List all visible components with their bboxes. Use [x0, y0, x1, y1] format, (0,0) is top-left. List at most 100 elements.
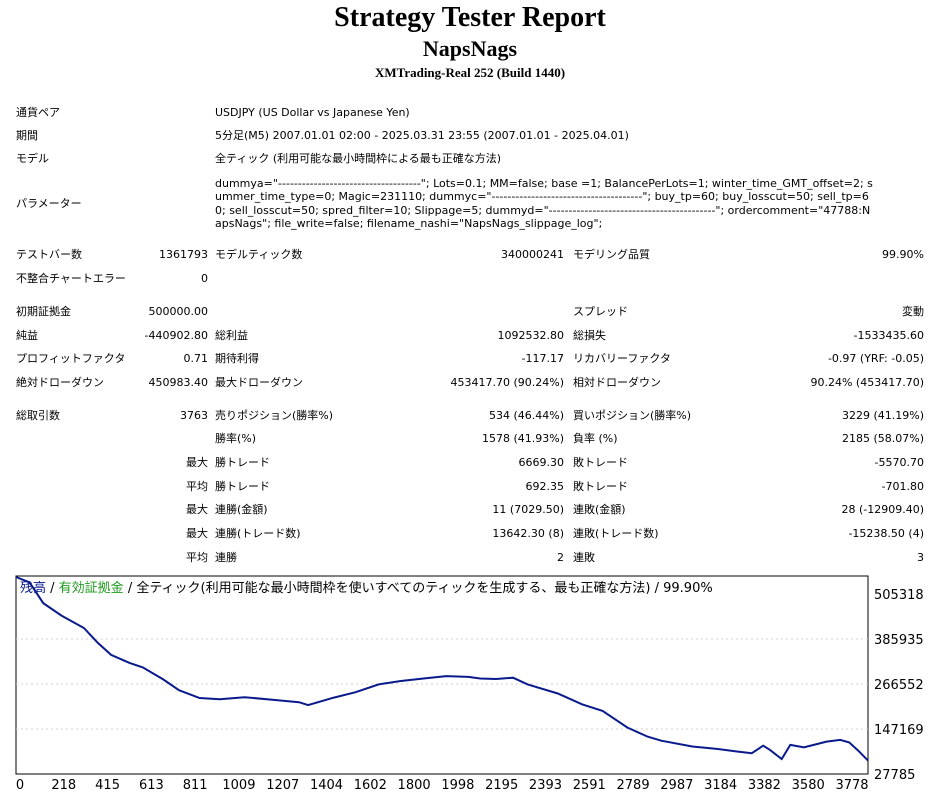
trades-label: 総取引数 [16, 409, 60, 422]
x-tick-label: 1998 [441, 778, 474, 793]
trades-value: 3763 [180, 409, 208, 422]
x-tick-label: 3778 [835, 778, 868, 793]
max-label-2: 最大 [186, 503, 208, 516]
gross-loss-value: -1533435.60 [853, 329, 924, 342]
x-axis-labels: 0 218 415 613 811 1009 1207 1404 1602 1800 1998 219… [16, 778, 869, 793]
consec-profit-value: 13642.30 (8) [492, 527, 564, 540]
quality-label: モデリング品質 [573, 248, 650, 261]
ticks-value: 340000241 [501, 248, 564, 261]
x-tick-label: 811 [183, 778, 208, 793]
consec-losses-money-value: 28 (-12909.40) [841, 503, 924, 516]
payoff-value: -117.17 [521, 352, 564, 365]
y-tick-label: 147169 [874, 723, 924, 738]
gross-loss-label: 総損失 [573, 329, 606, 342]
long-label: 買いポジション(勝率%) [573, 409, 692, 422]
abs-dd-value: 450983.40 [148, 376, 209, 389]
payoff-label: 期待利得 [215, 352, 259, 365]
pf-value: 0.71 [183, 352, 209, 365]
x-tick-label: 2393 [529, 778, 562, 793]
server-build: XMTrading-Real 252 (Build 1440) [374, 65, 566, 80]
net-label: 純益 [16, 329, 38, 342]
legend-rest: / 全ティック(利用可能な最小時間枠を使いすべてのティックを生成する、最も正確な… [124, 580, 713, 596]
legend-balance: 残高 [20, 580, 46, 596]
params-label: パラメーター [16, 197, 82, 210]
balance-chart: 505318 385935 266552 147169 27785 0 218 415 613… [15, 575, 924, 793]
consec-wins-money-label: 連勝(金額) [215, 503, 268, 516]
long-value: 3229 (41.19%) [841, 409, 924, 422]
x-tick-label: 415 [95, 778, 120, 793]
avg-consec-wins-value: 2 [557, 551, 564, 564]
bars-value: 1361793 [159, 248, 208, 261]
legend-equity: 有効証拠金 [59, 580, 124, 596]
recovery-label: リカバリーファクタ [573, 352, 671, 365]
short-value: 534 (46.44%) [488, 409, 564, 422]
largest-loss-value: -5570.70 [874, 456, 924, 469]
avg-loss-label: 敗トレード [573, 480, 628, 493]
winrate-value: 1578 (41.93%) [481, 432, 564, 445]
x-tick-label: 1207 [266, 778, 299, 793]
consec-loss-label: 連敗(トレード数) [573, 527, 659, 540]
consec-loss-value: -15238.50 (4) [848, 527, 924, 540]
deposit-label: 初期証拠金 [16, 305, 71, 318]
ticks-label: モデルティック数 [215, 248, 303, 261]
x-tick-label: 1602 [354, 778, 387, 793]
grid [16, 638, 868, 730]
max-label-3: 最大 [186, 527, 208, 540]
avg-consec-losses-label: 連敗 [573, 551, 595, 564]
y-tick-label: 266552 [874, 678, 924, 693]
bars-label: テストバー数 [16, 248, 82, 261]
max-dd-value: 453417.70 (90.24%) [450, 376, 564, 389]
model-label: モデル [16, 152, 49, 165]
report-title: Strategy Tester Report [334, 2, 606, 33]
symbol-value: USDJPY (US Dollar vs Japanese Yen) [215, 106, 410, 119]
consec-losses-money-label: 連敗(金額) [573, 503, 626, 516]
x-tick-label: 2789 [617, 778, 650, 793]
mismatch-label: 不整合チャートエラー [16, 272, 126, 285]
params-value: dummya="--------------------------------… [215, 177, 873, 230]
x-tick-label: 1800 [398, 778, 431, 793]
balance-series-line [15, 576, 869, 762]
spread-value: 変動 [902, 305, 924, 318]
y-tick-label: 385935 [874, 633, 924, 648]
legend-sep: / [46, 581, 59, 596]
pf-label: プロフィットファクタ [16, 352, 126, 365]
mismatch-value: 0 [201, 272, 208, 285]
x-tick-label: 2195 [485, 778, 518, 793]
avg-loss-value: -701.80 [881, 480, 924, 493]
rel-dd-value: 90.24% (453417.70) [810, 376, 924, 389]
abs-dd-label: 絶対ドローダウン [16, 376, 104, 389]
consec-wins-money-value: 11 (7029.50) [492, 503, 564, 516]
chart-legend: 残高 / 有効証拠金 / 全ティック(利用可能な最小時間枠を使いすべてのティック… [20, 580, 713, 596]
period-label: 期間 [16, 129, 38, 142]
y-axis-labels: 505318 385935 266552 147169 27785 [874, 588, 924, 783]
avg-label: 平均 [186, 480, 208, 493]
model-value: 全ティック (利用可能な最小時間枠による最も正確な方法) [215, 152, 502, 165]
avg-consec-losses-value: 3 [917, 551, 924, 564]
largest-win-label: 勝トレード [215, 456, 270, 469]
x-tick-label: 2987 [660, 778, 693, 793]
lossrate-value: 2185 (58.07%) [841, 432, 924, 445]
lossrate-label: 負率 (%) [573, 432, 618, 445]
consec-profit-label: 連勝(トレード数) [215, 527, 301, 540]
x-tick-label: 1009 [222, 778, 255, 793]
x-tick-label: 3382 [748, 778, 781, 793]
x-tick-label: 3184 [704, 778, 737, 793]
avg-consec-wins-label: 連勝 [215, 551, 237, 564]
short-label: 売りポジション(勝率%) [215, 409, 334, 422]
largest-loss-label: 敗トレード [573, 456, 628, 469]
x-tick-label: 613 [139, 778, 164, 793]
plot-area [15, 575, 869, 775]
quality-value: 99.90% [882, 248, 924, 261]
x-tick-label: 3580 [792, 778, 825, 793]
deposit-value: 500000.00 [148, 305, 209, 318]
x-tick-label: 218 [51, 778, 76, 793]
net-value: -440902.80 [144, 329, 208, 342]
y-tick-label: 27785 [874, 768, 915, 783]
winrate-label: 勝率(%) [215, 432, 257, 445]
symbol-label: 通貨ペア [16, 106, 60, 119]
x-tick-label: 2591 [573, 778, 606, 793]
rel-dd-label: 相対ドローダウン [573, 376, 661, 389]
period-value: 5分足(M5) 2007.01.01 02:00 - 2025.03.31 23… [215, 129, 629, 142]
avg-label-2: 平均 [186, 551, 208, 564]
avg-win-value: 692.35 [525, 480, 565, 493]
